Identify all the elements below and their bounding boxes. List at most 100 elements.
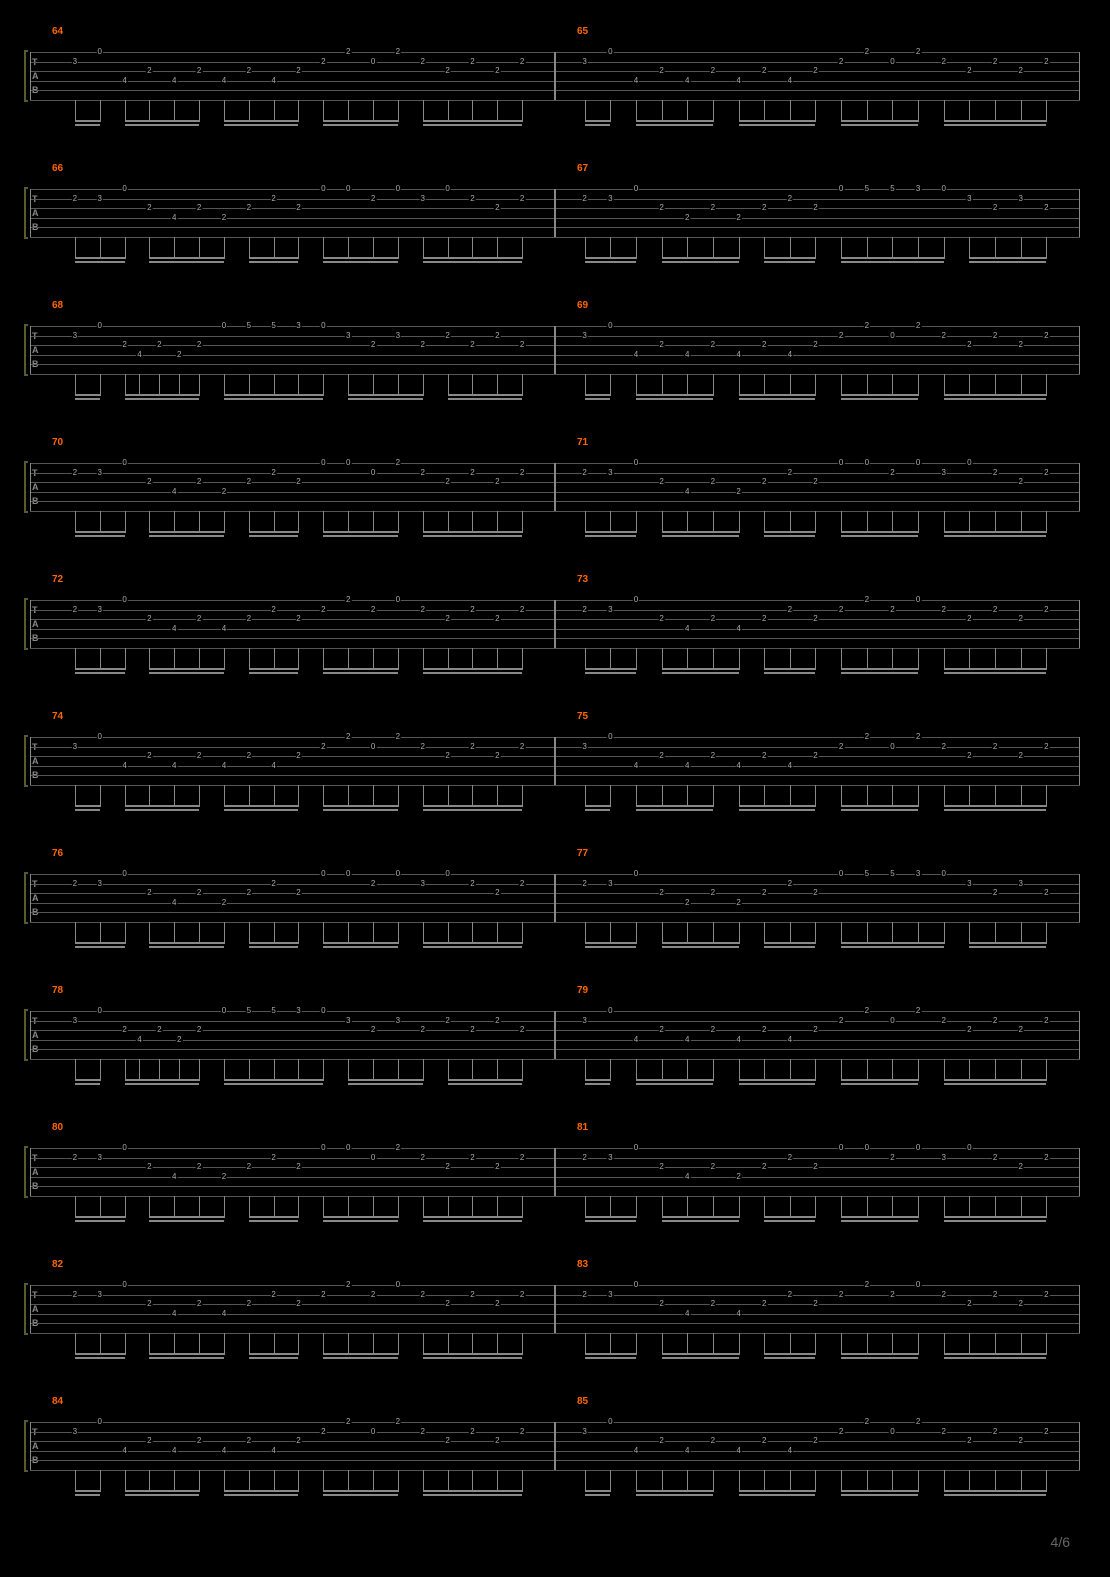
fret-number: 3: [941, 1154, 947, 1162]
fret-number: 0: [941, 185, 947, 193]
fret-number: 2: [270, 606, 276, 614]
fret-number: 2: [658, 1437, 664, 1445]
fret-number: 2: [320, 606, 326, 614]
fret-number: 0: [96, 322, 102, 330]
fret-number: 2: [1043, 1291, 1049, 1299]
fret-number: 0: [395, 185, 401, 193]
beam-group: [423, 237, 522, 265]
fret-number: 2: [735, 214, 741, 222]
beam-group: [944, 1470, 1047, 1498]
barline: [555, 1011, 556, 1059]
fret-number: 2: [295, 1437, 301, 1445]
beam-group: [125, 100, 200, 128]
fret-number: 4: [787, 1447, 793, 1455]
beam-group: [841, 237, 944, 265]
fret-number: 2: [345, 733, 351, 741]
fret-number: 0: [345, 185, 351, 193]
staff-lines: [555, 463, 1080, 511]
fret-number: 3: [607, 1291, 613, 1299]
fret-number: 2: [420, 1428, 426, 1436]
fret-number: 2: [1043, 58, 1049, 66]
beam-group: [423, 100, 522, 128]
beam-group: [585, 785, 611, 813]
fret-number: 2: [196, 1163, 202, 1171]
fret-number: 2: [992, 1428, 998, 1436]
measure-number: 69: [577, 300, 588, 311]
staff-lines: [30, 463, 555, 511]
fret-number: 0: [607, 1007, 613, 1015]
beam-group: [75, 237, 125, 265]
fret-number: 2: [941, 1291, 947, 1299]
fret-number: 2: [494, 1300, 500, 1308]
beam-group: [249, 648, 299, 676]
fret-number: 2: [941, 606, 947, 614]
fret-number: 4: [633, 1447, 639, 1455]
fret-number: 2: [787, 1291, 793, 1299]
fret-number: 2: [395, 1144, 401, 1152]
beam-group: [149, 922, 224, 950]
fret-number: 2: [295, 752, 301, 760]
fret-number: 4: [171, 488, 177, 496]
fret-number: 2: [420, 341, 426, 349]
fret-number: 2: [519, 1428, 525, 1436]
fret-number: 2: [889, 1291, 895, 1299]
fret-number: 4: [684, 625, 690, 633]
fret-number: 2: [735, 488, 741, 496]
fret-number: 3: [607, 1154, 613, 1162]
fret-number: 2: [176, 1036, 182, 1044]
fret-number: 2: [270, 1291, 276, 1299]
measure-number: 75: [577, 711, 588, 722]
beam-group: [323, 648, 398, 676]
fret-number: 2: [246, 204, 252, 212]
fret-number: 0: [607, 733, 613, 741]
fret-number: 2: [966, 1300, 972, 1308]
beam-group: [841, 785, 918, 813]
beam-group: [841, 1059, 918, 1087]
fret-number: 3: [607, 195, 613, 203]
tab-measure: 793042424242220222222: [555, 999, 1080, 1094]
fret-number: 2: [469, 469, 475, 477]
beam-group: [249, 237, 299, 265]
page-number: 4/6: [1051, 1534, 1070, 1550]
staff-lines: [30, 1285, 555, 1333]
fret-number: 2: [992, 469, 998, 477]
tab-measure: 672302222222055303232: [555, 177, 1080, 272]
fret-number: 2: [295, 67, 301, 75]
measure-number: 71: [577, 437, 588, 448]
barline: [1079, 1011, 1080, 1059]
fret-number: 3: [607, 880, 613, 888]
fret-number: 2: [420, 1291, 426, 1299]
fret-number: 5: [270, 1007, 276, 1015]
fret-number: 3: [966, 195, 972, 203]
barline: [30, 1011, 31, 1059]
measure-number: 66: [52, 163, 63, 174]
staff-lines: [555, 874, 1080, 922]
fret-number: 2: [420, 469, 426, 477]
fret-number: 5: [889, 870, 895, 878]
fret-number: 2: [710, 1026, 716, 1034]
beam-group: [944, 100, 1047, 128]
fret-number: 2: [812, 67, 818, 75]
tab-measure: 712302422222002030222: [555, 451, 1080, 546]
fret-number: 3: [915, 185, 921, 193]
beam-group: [423, 922, 522, 950]
fret-number: 0: [607, 48, 613, 56]
fret-number: 3: [395, 332, 401, 340]
tab-measure: 693042424242220222222: [555, 314, 1080, 409]
fret-number: 2: [761, 204, 767, 212]
fret-number: 2: [519, 469, 525, 477]
fret-number: 2: [469, 341, 475, 349]
fret-number: 2: [581, 606, 587, 614]
tab-measure: 76TAB2302422222002030222: [30, 862, 555, 957]
fret-number: 2: [196, 615, 202, 623]
fret-number: 2: [196, 889, 202, 897]
beam-group: [323, 1470, 398, 1498]
fret-number: 2: [221, 899, 227, 907]
fret-number: 2: [992, 58, 998, 66]
fret-number: 2: [345, 48, 351, 56]
fret-number: 2: [864, 1418, 870, 1426]
fret-number: 0: [864, 1144, 870, 1152]
staff-lines: [30, 874, 555, 922]
beam-group: [662, 922, 739, 950]
fret-number: 0: [633, 870, 639, 878]
